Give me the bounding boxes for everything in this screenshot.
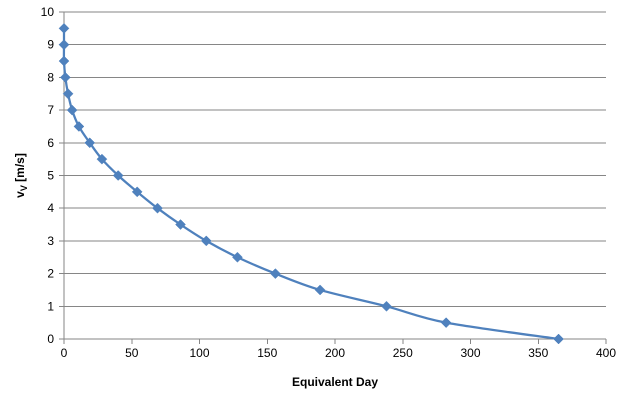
- data-point-marker: [73, 121, 85, 132]
- y-tick-label: 6: [47, 136, 54, 150]
- data-point-marker: [553, 333, 564, 345]
- data-point-marker: [440, 317, 452, 329]
- data-point-marker: [84, 137, 96, 149]
- data-point-marker: [381, 300, 392, 312]
- y-tick-label: 5: [47, 169, 54, 183]
- data-point-marker: [60, 72, 71, 83]
- data-point-marker: [270, 268, 281, 279]
- x-tick-label: 350: [528, 346, 548, 360]
- y-tick-label: 9: [47, 38, 54, 52]
- series-line: [62, 27, 560, 341]
- y-axis-title-unit: [m/s]: [13, 153, 27, 185]
- y-axis-title: vV [m/s]: [13, 153, 29, 198]
- data-point-marker: [58, 55, 70, 67]
- x-tick-label: 100: [189, 346, 209, 360]
- y-tick-label: 7: [47, 103, 54, 117]
- y-tick-label: 1: [47, 299, 54, 313]
- x-tick-label: 0: [61, 346, 68, 360]
- y-tick-label: 8: [47, 70, 54, 84]
- data-point-marker: [152, 202, 163, 214]
- data-point-marker: [62, 88, 74, 100]
- data-point-marker: [112, 170, 124, 181]
- y-axis-title-subscript: V: [19, 185, 29, 191]
- x-tick-label: 200: [325, 346, 345, 360]
- x-axis-title: Equivalent Day: [292, 375, 378, 389]
- data-point-marker: [66, 104, 78, 116]
- y-tick-label: 0: [47, 332, 54, 346]
- gridlines: [64, 11, 606, 307]
- data-point-marker: [131, 186, 143, 198]
- y-tick-label: 4: [47, 201, 54, 215]
- data-point-marker: [175, 219, 186, 230]
- data-point-marker: [58, 22, 70, 34]
- x-tick-label: 400: [596, 346, 616, 360]
- y-tick-label: 2: [47, 267, 54, 281]
- data-point-marker: [232, 251, 243, 263]
- data-point-marker: [96, 153, 108, 165]
- data-series: [58, 22, 564, 345]
- x-tick-label: 250: [393, 346, 413, 360]
- y-axis-title-symbol: v: [13, 191, 27, 198]
- x-tick-label: 300: [460, 346, 480, 360]
- data-point-marker: [58, 39, 70, 51]
- x-tick-label: 150: [257, 346, 277, 360]
- data-point-marker: [200, 235, 212, 247]
- x-tick-label: 50: [125, 346, 139, 360]
- y-tick-label: 10: [41, 5, 55, 19]
- axis-titles: Equivalent Day vV [m/s]: [13, 153, 378, 389]
- data-point-marker: [314, 284, 326, 296]
- y-tick-label: 3: [47, 234, 54, 248]
